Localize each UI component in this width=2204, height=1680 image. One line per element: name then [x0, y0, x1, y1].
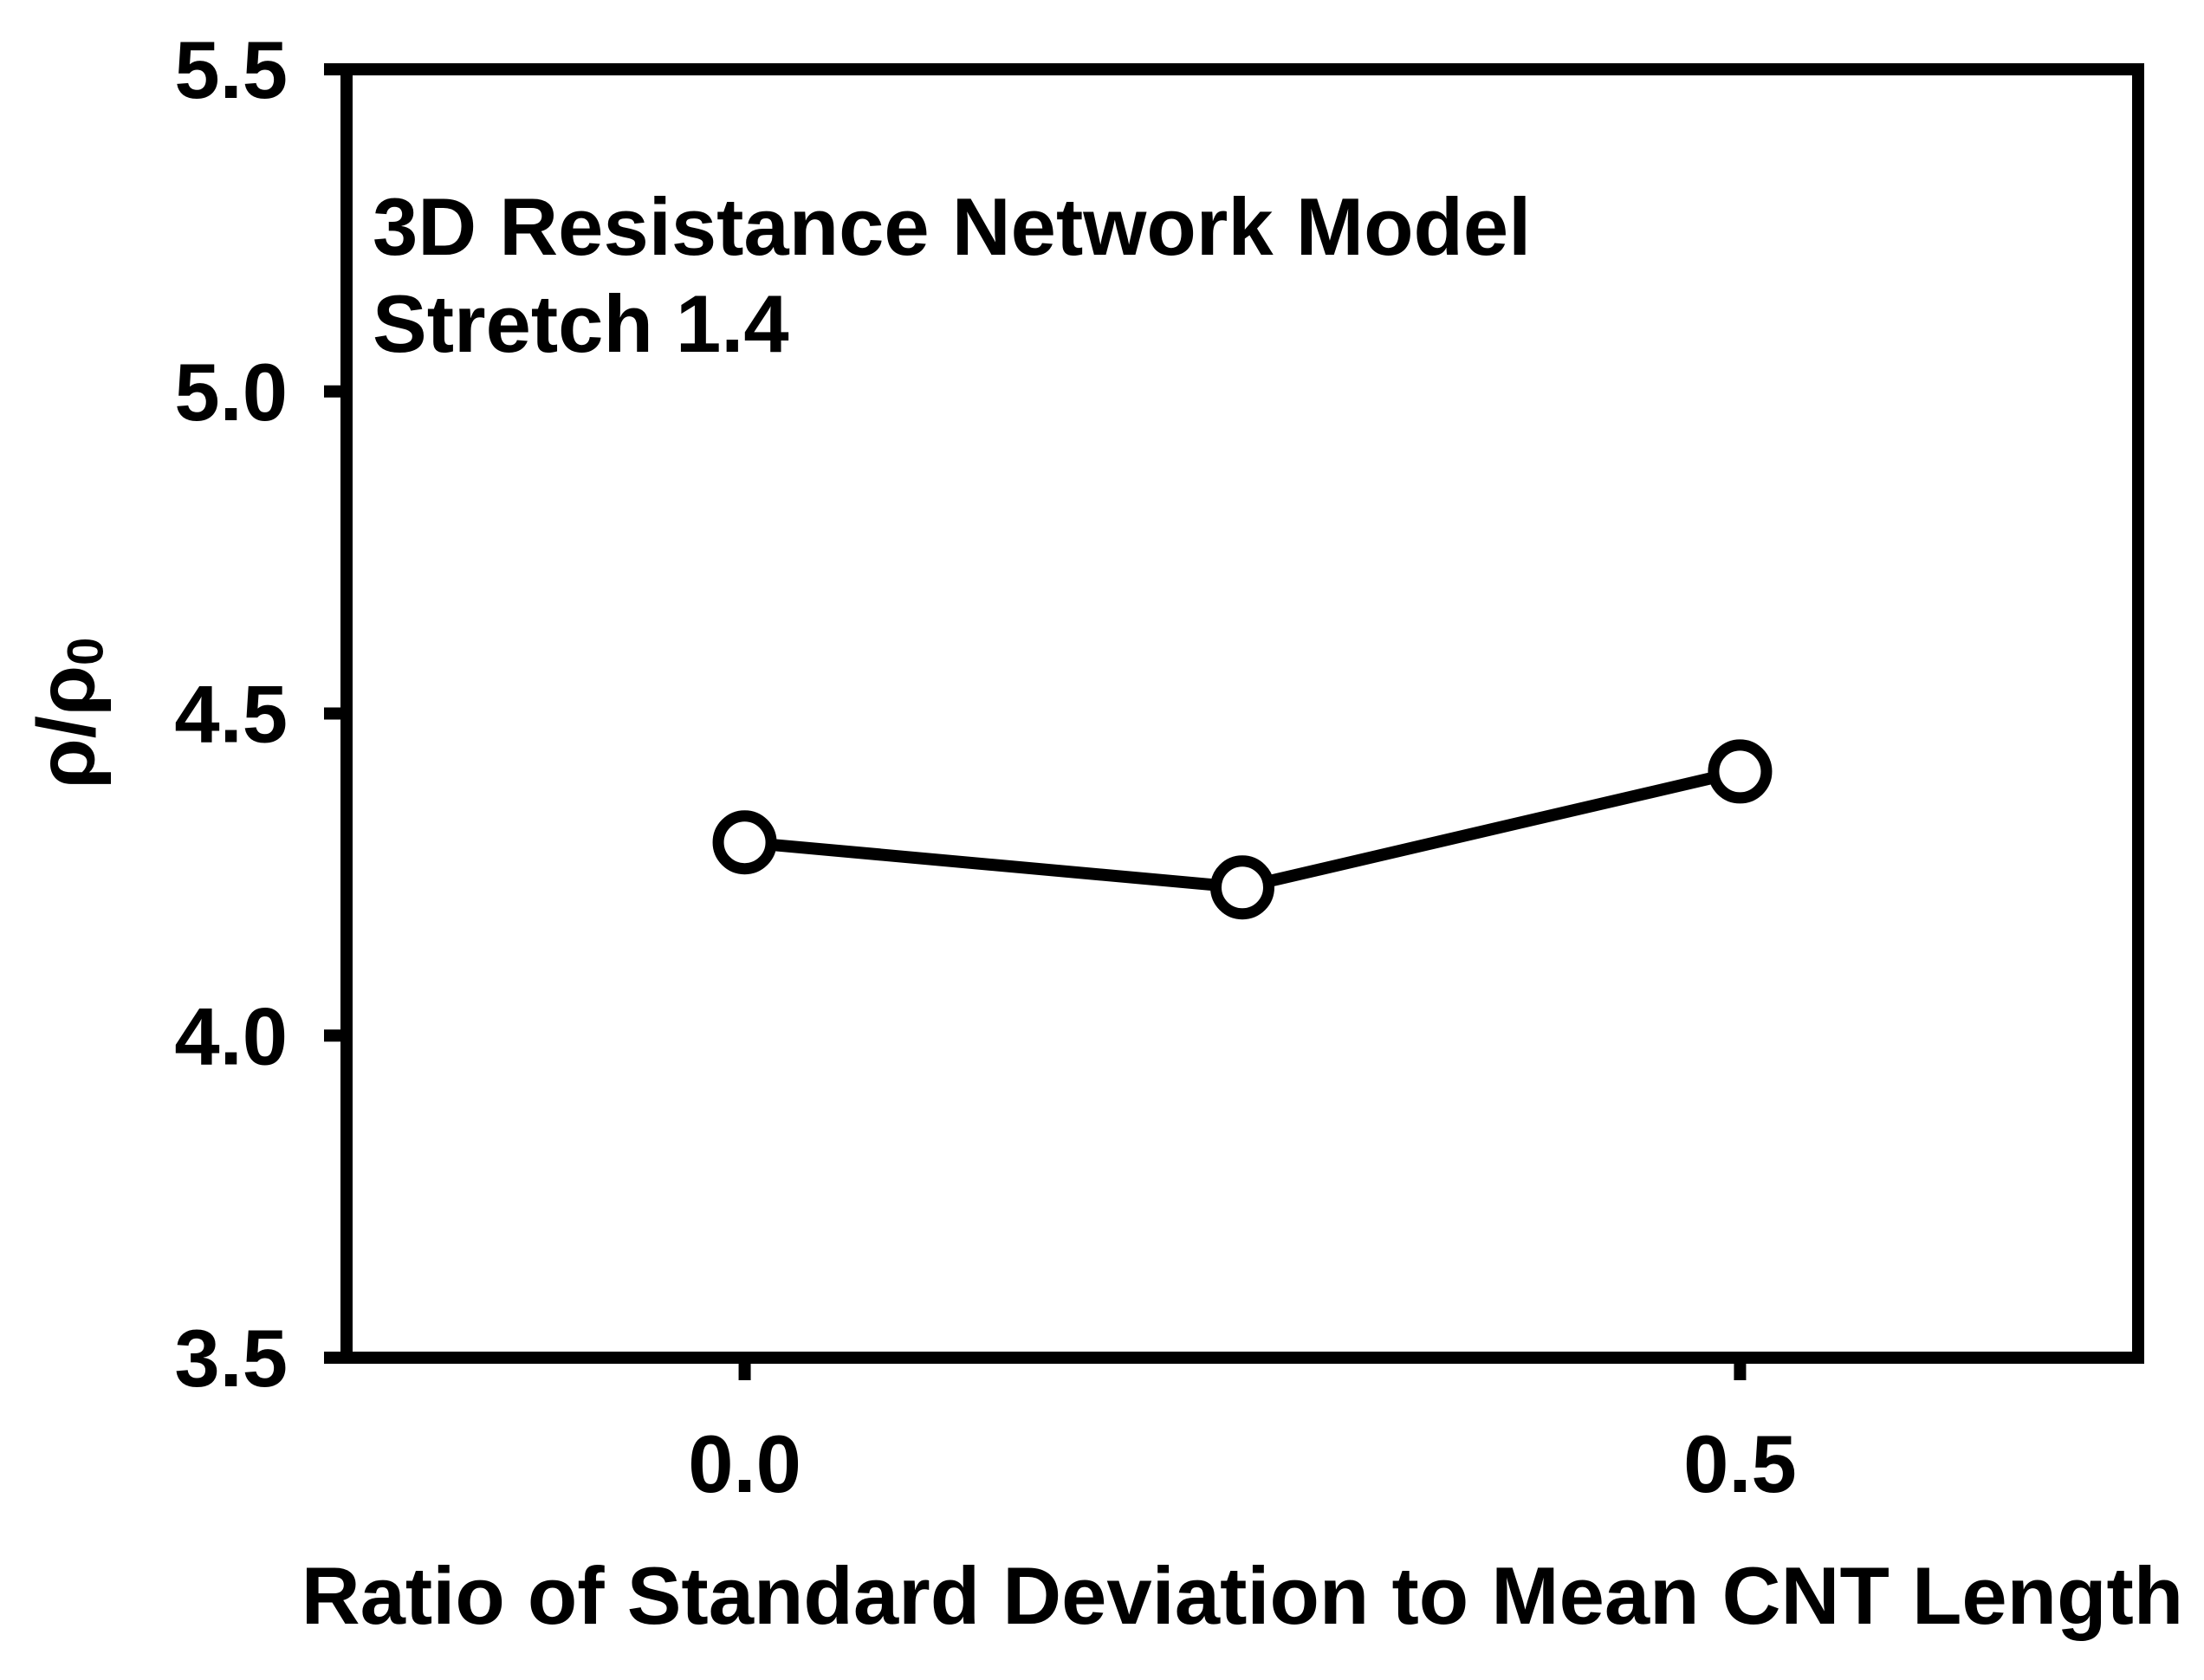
chart-annotation: 3D Resistance Network Model Stretch 1.4	[373, 178, 1531, 373]
x-axis-ticks	[738, 1358, 1747, 1380]
x-tick-label: 0.5	[1683, 1418, 1797, 1509]
x-axis-title: Ratio of Standard Deviation to Mean CNT …	[301, 1550, 2184, 1641]
annotation-line-2: Stretch 1.4	[373, 278, 789, 369]
y-tick-label: 4.0	[174, 990, 288, 1081]
data-points	[712, 739, 1773, 920]
y-tick-label: 5.5	[174, 24, 288, 115]
data-point-marker	[1210, 855, 1274, 920]
y-axis-ticks	[324, 63, 347, 1364]
y-axis-title: ρ/ρ0	[20, 637, 129, 789]
y-tick-label: 3.5	[174, 1313, 288, 1404]
y-axis-title-main: ρ/ρ	[20, 665, 112, 789]
y-axis-title-sub: 0	[57, 637, 114, 665]
data-point-marker	[712, 810, 777, 875]
y-tick-label: 4.5	[174, 669, 288, 760]
x-tick-label: 0.0	[688, 1418, 801, 1509]
annotation-line-1: 3D Resistance Network Model	[373, 181, 1532, 272]
y-tick-label: 5.0	[174, 347, 288, 438]
x-tick-labels: 0.0 0.5	[688, 1418, 1797, 1509]
data-point-marker	[1708, 739, 1773, 804]
y-tick-labels: 3.5 4.0 4.5 5.0 5.5	[174, 24, 288, 1404]
